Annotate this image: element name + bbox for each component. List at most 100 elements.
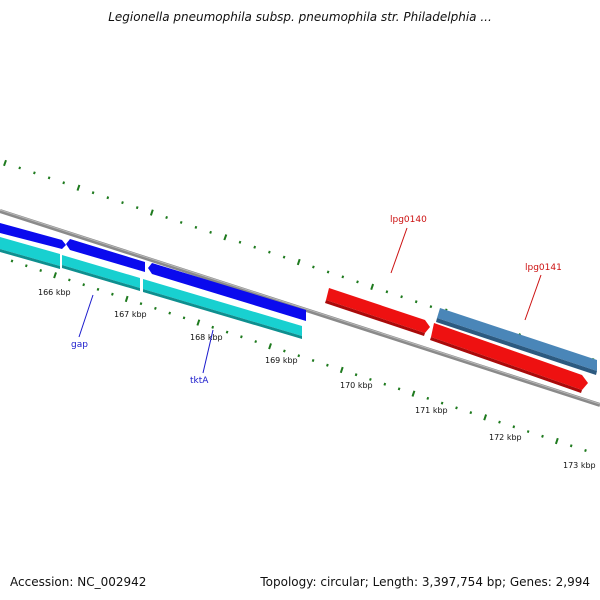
genome-summary-text: Topology: circular; Length: 3,397,754 bp…	[260, 575, 590, 589]
inner-ring-minor-tick	[24, 264, 28, 268]
outer-ring-major-tick	[3, 159, 7, 167]
inner-ring-minor-tick	[297, 354, 301, 358]
inner-ring-major-tick	[554, 437, 559, 445]
inner-tick-ring	[10, 259, 587, 453]
gene-cyan-2[interactable]	[62, 255, 140, 288]
outer-ring-major-tick	[223, 234, 228, 241]
outer-ring-minor-tick	[47, 176, 51, 180]
outer-ring-minor-tick	[62, 181, 66, 185]
outer-ring-minor-tick	[356, 280, 359, 284]
outer-ring-minor-tick	[429, 305, 433, 309]
outer-ring-minor-tick	[194, 225, 198, 229]
inner-ring-minor-tick	[283, 349, 286, 353]
inner-ring-minor-tick	[68, 278, 71, 282]
inner-ring-major-tick	[483, 414, 488, 421]
scale-label-169: 169 kbp	[265, 356, 298, 365]
leader-lpg0141	[524, 274, 542, 321]
gene-cyan-tkta[interactable]	[143, 279, 302, 336]
outer-ring-major-tick	[370, 283, 375, 291]
gene-blue-2[interactable]	[66, 239, 145, 272]
inner-ring-minor-tick	[426, 396, 430, 400]
leader-gap	[78, 294, 94, 338]
accession-text: Accession: NC_002942	[10, 575, 147, 589]
scale-label-168: 168 kbp	[190, 333, 223, 342]
gene-label-gap[interactable]: gap	[71, 340, 88, 350]
inner-ring-major-tick	[124, 295, 129, 303]
inner-ring-minor-tick	[498, 420, 501, 424]
outer-ring-minor-tick	[341, 275, 345, 279]
inner-ring-minor-tick	[139, 302, 143, 306]
scale-label-170: 170 kbp	[340, 381, 373, 390]
inner-ring-minor-tick	[584, 448, 587, 453]
gene-steel-lpg0141[interactable]	[437, 308, 597, 371]
gene-red-2[interactable]	[431, 323, 588, 390]
inner-ring-major-tick	[268, 343, 272, 350]
scale-label-171: 171 kbp	[415, 406, 448, 415]
inner-ring-major-tick	[411, 390, 416, 397]
inner-ring-minor-tick	[326, 363, 329, 367]
inner-ring-minor-tick	[311, 358, 315, 363]
scale-label-172: 172 kbp	[489, 433, 522, 442]
outer-ring-minor-tick	[326, 270, 330, 274]
inner-ring-major-tick	[339, 366, 344, 374]
inner-ring-minor-tick	[10, 259, 14, 263]
inner-ring-major-tick	[196, 319, 201, 326]
inner-ring-minor-tick	[512, 425, 516, 429]
outer-ring-minor-tick	[282, 255, 286, 259]
inner-ring-minor-tick	[254, 340, 258, 344]
scale-label-173: 173 kbp	[563, 461, 596, 470]
outer-ring-minor-tick	[238, 240, 242, 244]
outer-ring-minor-tick	[268, 250, 271, 254]
outer-ring-minor-tick	[18, 166, 22, 170]
gene-red-lpg0140-shadow	[325, 300, 425, 336]
gene-label-lpg0140[interactable]: lpg0140	[390, 215, 427, 225]
genome-backbone-highlight	[0, 209, 600, 405]
outer-ring-major-tick	[296, 258, 301, 266]
inner-ring-minor-tick	[369, 377, 372, 381]
outer-ring-minor-tick	[91, 191, 95, 195]
inner-ring-minor-tick	[39, 268, 43, 273]
inner-ring-minor-tick	[397, 387, 401, 391]
outer-ring-minor-tick	[253, 245, 257, 249]
inner-ring-minor-tick	[469, 411, 473, 415]
outer-ring-minor-tick	[121, 201, 124, 205]
scale-label-167: 167 kbp	[114, 310, 147, 319]
gene-steel-lpg0141-shadow	[436, 318, 597, 375]
outer-ring-minor-tick	[209, 230, 212, 234]
inner-ring-minor-tick	[354, 373, 358, 377]
gene-blue-1[interactable]	[0, 223, 66, 249]
inner-ring-minor-tick	[154, 306, 157, 310]
inner-ring-minor-tick	[240, 335, 243, 339]
inner-ring-minor-tick	[168, 311, 172, 315]
gene-red-lpg0140[interactable]	[326, 288, 430, 333]
inner-ring-minor-tick	[182, 316, 186, 320]
gene-cyan-tkta-shadow	[143, 289, 302, 339]
outer-ring-minor-tick	[165, 215, 168, 220]
gene-cyan-gap-shadow	[0, 249, 60, 269]
outer-ring-major-tick	[76, 184, 81, 191]
inner-ring-minor-tick	[225, 330, 229, 334]
outer-ring-minor-tick	[106, 196, 110, 200]
genome-backbone	[0, 209, 600, 407]
inner-ring-minor-tick	[526, 430, 530, 433]
map-title: Legionella pneumophila subsp. pneumophil…	[108, 10, 492, 24]
gene-red-2-shadow	[430, 337, 582, 393]
inner-ring-minor-tick	[455, 406, 458, 410]
gene-label-lpg0141[interactable]: lpg0141	[525, 263, 562, 273]
outer-ring-minor-tick	[385, 290, 389, 294]
inner-ring-minor-tick	[440, 401, 444, 405]
scale-label-166: 166 kbp	[38, 288, 71, 297]
inner-ring-minor-tick	[82, 283, 86, 287]
inner-ring-major-tick	[53, 272, 57, 279]
outer-ring-minor-tick	[400, 295, 403, 299]
outer-ring-minor-tick	[33, 171, 36, 175]
gene-cyan-2-shadow	[62, 265, 140, 291]
gene-label-tkta[interactable]: tktA	[190, 376, 209, 386]
outer-ring-minor-tick	[414, 300, 418, 304]
outer-ring-minor-tick	[135, 206, 139, 210]
inner-ring-minor-tick	[569, 444, 573, 448]
gene-blue-3[interactable]	[148, 263, 306, 321]
gene-cyan-gap[interactable]	[0, 237, 60, 266]
inner-ring-minor-tick	[111, 292, 114, 296]
